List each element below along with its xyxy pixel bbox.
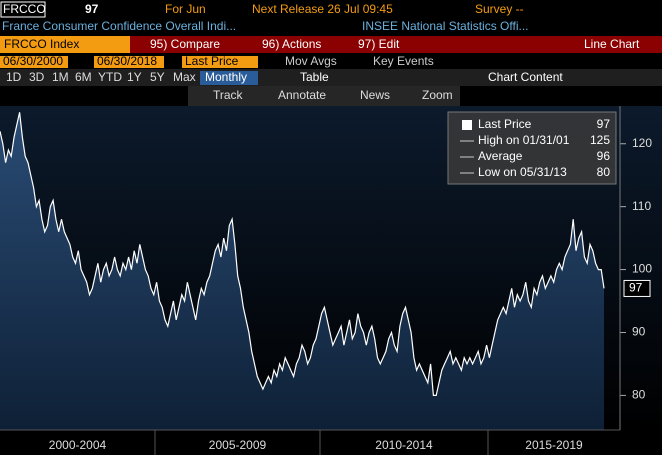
option: Mov Avgs	[285, 54, 337, 68]
security-box[interactable]	[0, 36, 130, 53]
range-button[interactable]: Max	[173, 70, 196, 84]
y-tick-label: 90	[632, 325, 646, 339]
field: Last Price	[185, 54, 239, 68]
last-value-label: 97	[629, 281, 643, 295]
tool-button[interactable]: Track	[213, 88, 244, 102]
legend-swatch	[462, 120, 472, 130]
end-date: 06/30/2018	[97, 54, 157, 68]
source: INSEE National Statistics Offi...	[362, 19, 529, 33]
range-button[interactable]: YTD	[98, 70, 122, 84]
menu-item[interactable]: 95) Compare	[150, 37, 220, 51]
x-tick-label: 2005-2009	[209, 438, 267, 452]
x-tick-label: 2010-2014	[375, 438, 433, 452]
x-tick-label: 2015-2019	[525, 438, 583, 452]
ticker: FRCCO	[3, 2, 46, 16]
legend-label: Last Price	[478, 117, 532, 131]
field-box[interactable]	[182, 56, 258, 68]
frequency: Monthly	[205, 70, 247, 84]
tool-button[interactable]: Zoom	[422, 88, 453, 102]
menu-item[interactable]: 97) Edit	[358, 37, 400, 51]
range-bar	[0, 69, 662, 86]
start-date: 06/30/2000	[3, 54, 63, 68]
legend-label: High on 01/31/01	[478, 133, 570, 147]
survey: Survey --	[475, 2, 524, 16]
chart-content: Chart Content	[488, 70, 563, 84]
ticker-box	[0, 1, 46, 18]
legend-value: 125	[590, 133, 610, 147]
next-release: Next Release 26 Jul 09:45	[252, 2, 393, 16]
table-button: Table	[300, 70, 329, 84]
y-tick-label: 100	[632, 262, 652, 276]
menu-item[interactable]: 96) Actions	[262, 37, 321, 51]
line	[0, 112, 605, 396]
legend-label: Average	[478, 149, 523, 163]
tool-button[interactable]: News	[360, 88, 390, 102]
option: Key Events	[373, 54, 434, 68]
menu-bar	[130, 36, 662, 53]
tool-bar	[188, 86, 460, 106]
legend-value: 96	[597, 149, 611, 163]
range-button[interactable]: 5Y	[150, 70, 165, 84]
description: France Consumer Confidence Overall Indi.…	[2, 19, 236, 33]
area	[0, 112, 604, 431]
tool-button[interactable]: Annotate	[278, 88, 326, 102]
legend-box	[447, 111, 617, 185]
period: For Jun	[165, 2, 206, 16]
frequency-box[interactable]	[200, 71, 258, 85]
range-button[interactable]: 1D	[6, 70, 22, 84]
range-button[interactable]: 1M	[52, 70, 69, 84]
start-date-box[interactable]	[0, 56, 68, 68]
end-date-box[interactable]	[94, 56, 164, 68]
last-value-tag	[623, 279, 651, 297]
y-tick-label: 110	[632, 199, 651, 213]
y-tick-label: 120	[632, 136, 652, 150]
range-button[interactable]: 6M	[75, 70, 92, 84]
range-button[interactable]: 3D	[29, 70, 45, 84]
x-tick-label: 2000-2004	[49, 438, 107, 452]
view: Line Chart	[584, 37, 640, 51]
legend-label: Low on 05/31/13	[478, 165, 567, 179]
price: 97	[85, 2, 99, 16]
range-button[interactable]: 1Y	[127, 70, 142, 84]
legend-value: 80	[597, 165, 611, 179]
security: FRCCO Index	[4, 37, 79, 51]
y-tick-label: 80	[632, 388, 646, 402]
legend-value: 97	[597, 117, 611, 131]
